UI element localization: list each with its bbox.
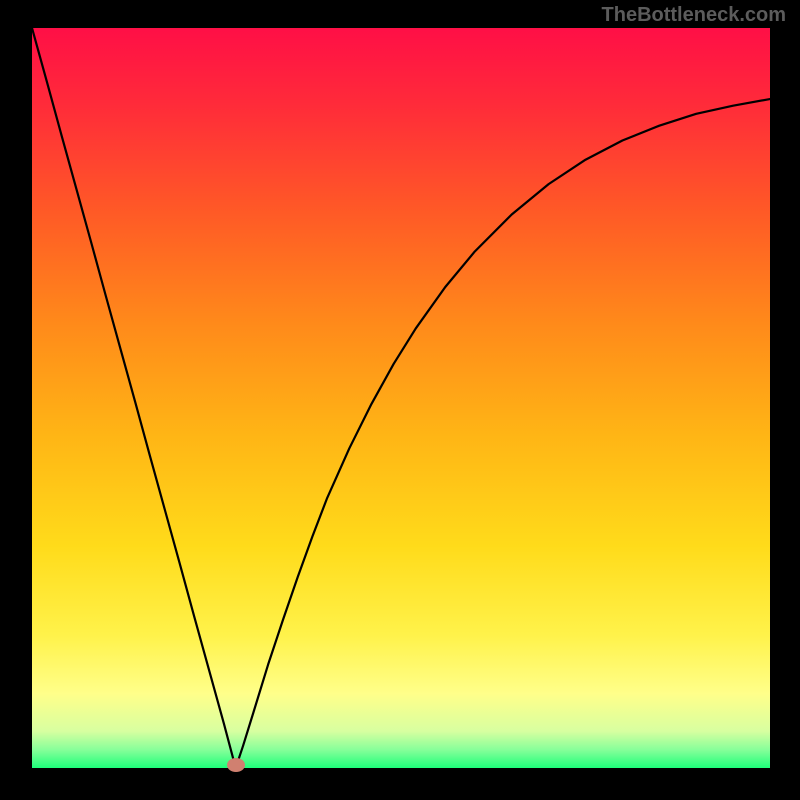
curve-path <box>32 28 770 768</box>
chart-curve <box>32 28 770 768</box>
minimum-marker <box>227 758 245 772</box>
chart-plot-area <box>32 28 770 768</box>
watermark-text: TheBottleneck.com <box>602 4 786 27</box>
